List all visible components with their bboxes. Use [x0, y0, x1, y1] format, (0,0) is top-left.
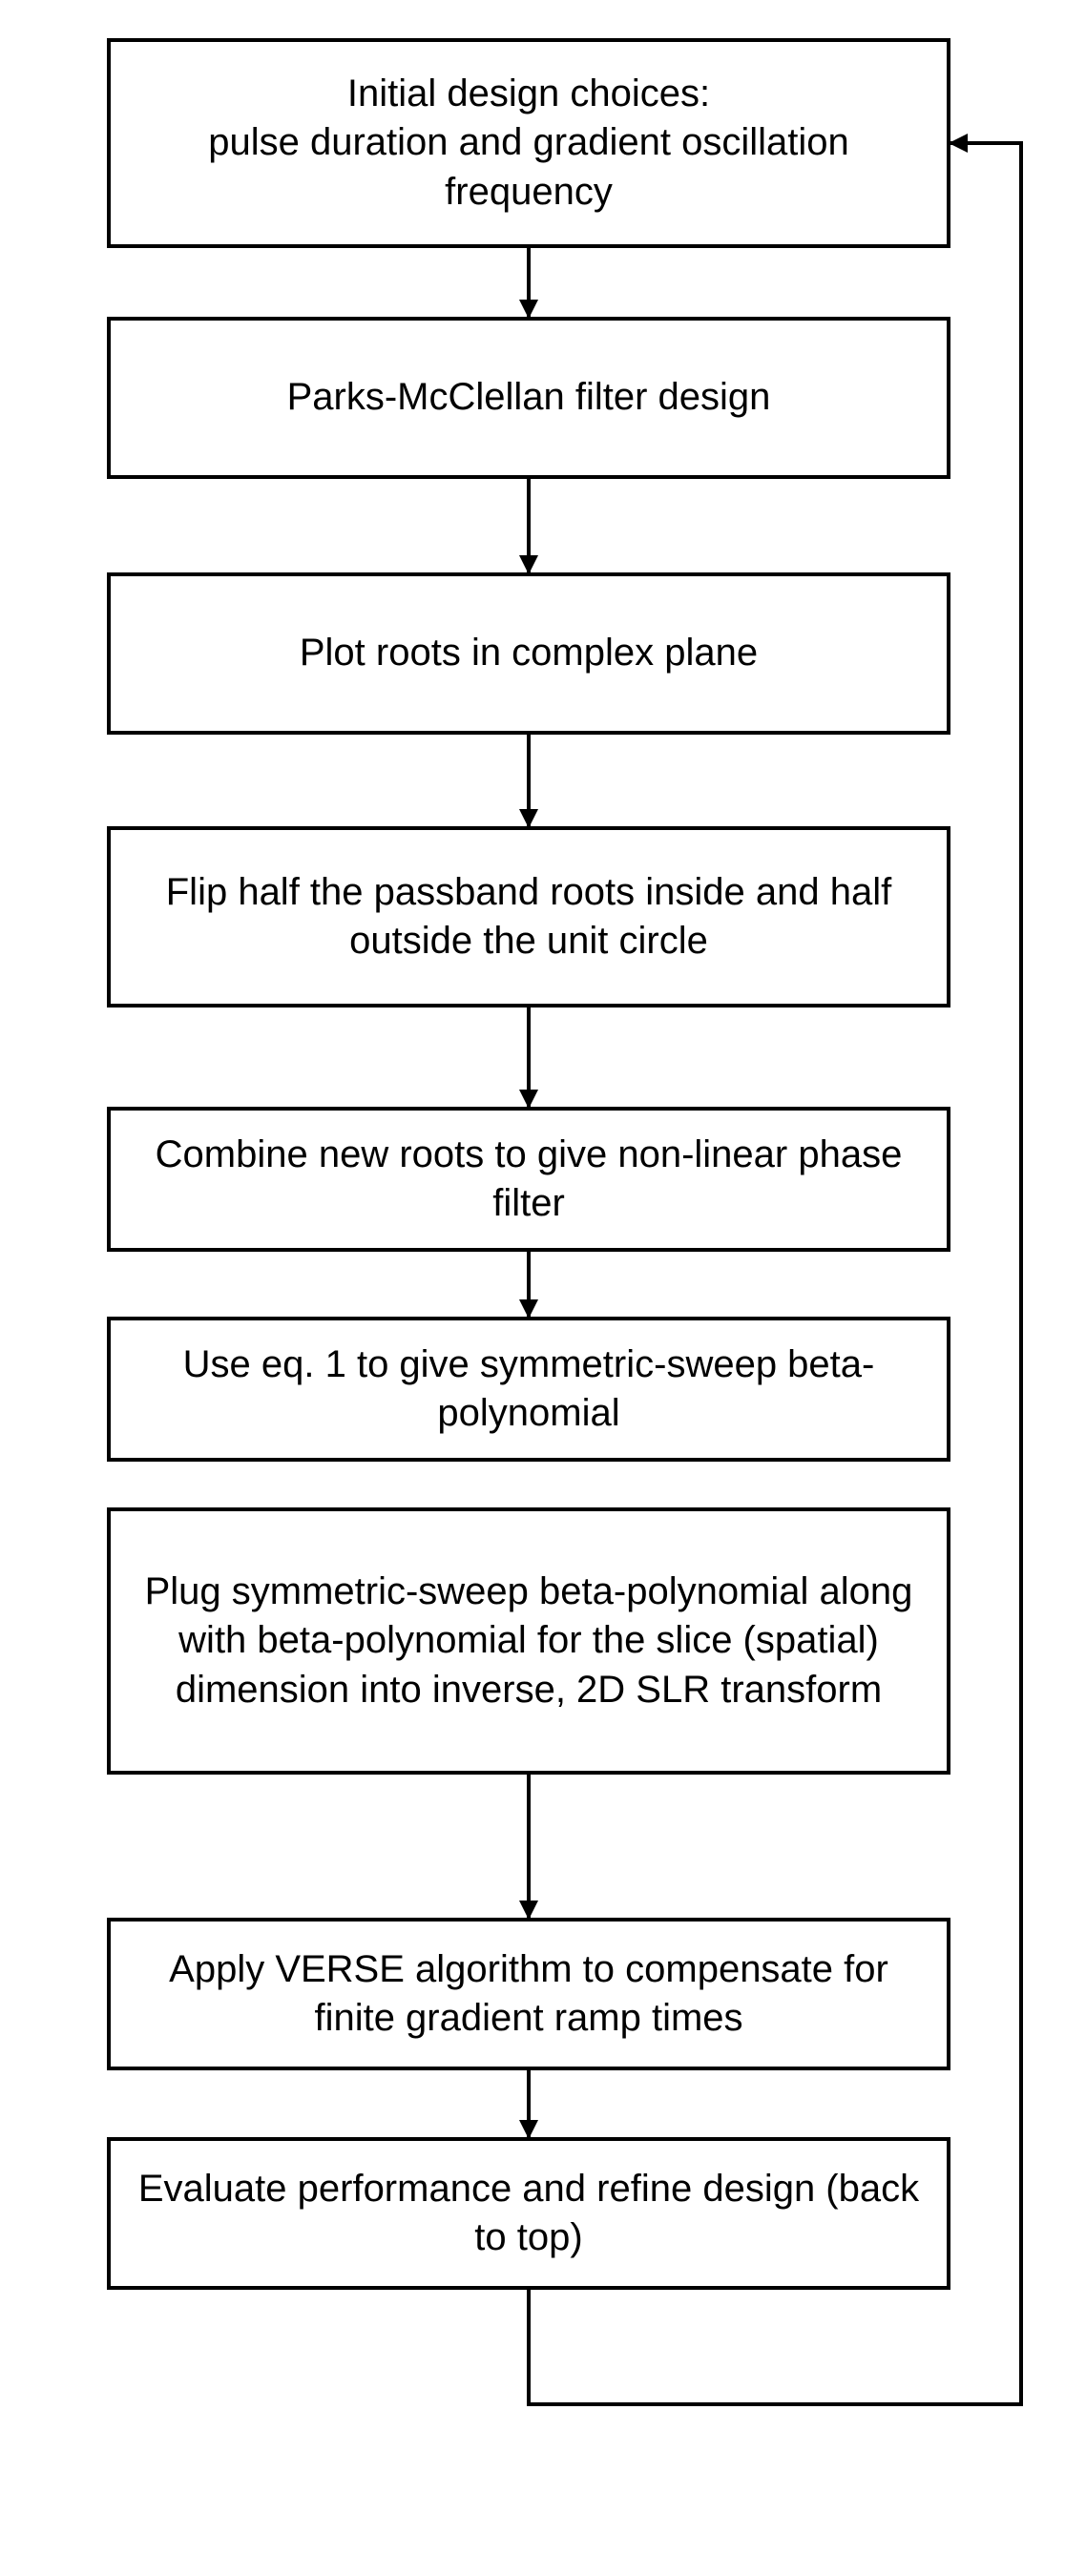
- flow-node-n8: Evaluate performance and refine design (…: [107, 2137, 950, 2290]
- flow-node-n6: Plug symmetric-sweep beta-polynomial alo…: [107, 1507, 950, 1775]
- flow-node-label: Initial design choices:pulse duration an…: [134, 70, 924, 217]
- flow-node-label: Plot roots in complex plane: [300, 629, 758, 677]
- flow-node-n0: Initial design choices:pulse duration an…: [107, 38, 950, 248]
- flow-node-n4: Combine new roots to give non-linear pha…: [107, 1107, 950, 1252]
- flowchart-canvas: Initial design choices:pulse duration an…: [0, 0, 1065, 2576]
- flow-node-label: Evaluate performance and refine design (…: [134, 2165, 924, 2262]
- flow-node-n5: Use eq. 1 to give symmetric-sweep beta-p…: [107, 1317, 950, 1462]
- flow-node-label: Plug symmetric-sweep beta-polynomial alo…: [134, 1568, 924, 1714]
- flow-node-label: Use eq. 1 to give symmetric-sweep beta-p…: [134, 1340, 924, 1438]
- flow-node-n3: Flip half the passband roots inside and …: [107, 826, 950, 1008]
- flow-node-label: Combine new roots to give non-linear pha…: [134, 1131, 924, 1228]
- flow-node-n2: Plot roots in complex plane: [107, 572, 950, 735]
- flow-node-label: Parks-McClellan filter design: [287, 373, 771, 422]
- flow-node-label: Flip half the passband roots inside and …: [134, 868, 924, 966]
- flow-node-n7: Apply VERSE algorithm to compensate for …: [107, 1918, 950, 2070]
- flow-node-label: Apply VERSE algorithm to compensate for …: [134, 1945, 924, 2043]
- flow-node-n1: Parks-McClellan filter design: [107, 317, 950, 479]
